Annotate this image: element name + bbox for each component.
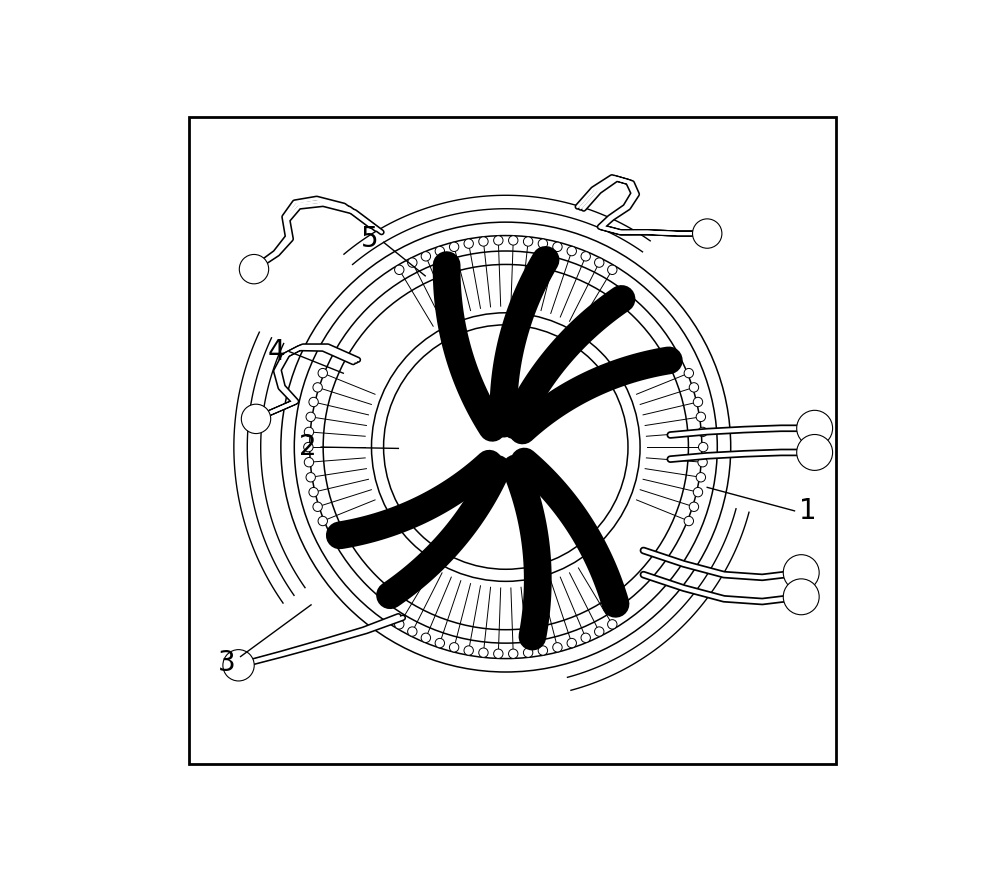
Circle shape	[581, 633, 590, 643]
Circle shape	[523, 648, 533, 657]
Circle shape	[696, 473, 706, 482]
Circle shape	[304, 458, 314, 467]
Circle shape	[395, 265, 404, 275]
Circle shape	[538, 646, 548, 655]
Circle shape	[689, 383, 699, 392]
Circle shape	[435, 638, 445, 648]
Circle shape	[684, 516, 694, 526]
Circle shape	[464, 646, 473, 655]
Circle shape	[306, 473, 315, 482]
Circle shape	[698, 442, 708, 452]
Circle shape	[313, 502, 322, 512]
Text: 1: 1	[799, 497, 817, 525]
Circle shape	[684, 369, 694, 378]
Circle shape	[408, 258, 417, 268]
Circle shape	[567, 638, 576, 648]
Circle shape	[523, 237, 533, 246]
Circle shape	[553, 242, 562, 251]
Circle shape	[783, 555, 819, 590]
Circle shape	[797, 434, 833, 470]
Circle shape	[567, 247, 576, 255]
Circle shape	[304, 427, 314, 437]
Circle shape	[608, 620, 617, 629]
Circle shape	[239, 255, 269, 283]
Text: 2: 2	[299, 433, 317, 461]
Circle shape	[318, 516, 327, 526]
Circle shape	[318, 369, 327, 378]
Circle shape	[698, 458, 707, 467]
Circle shape	[538, 239, 548, 249]
Circle shape	[304, 442, 313, 452]
Circle shape	[309, 487, 318, 497]
Circle shape	[693, 487, 703, 497]
Text: 3: 3	[218, 650, 236, 678]
Circle shape	[449, 242, 459, 251]
Circle shape	[306, 412, 315, 421]
Circle shape	[435, 247, 445, 255]
Circle shape	[693, 219, 722, 249]
Circle shape	[449, 643, 459, 652]
Circle shape	[395, 620, 404, 629]
Text: 4: 4	[267, 337, 285, 365]
Circle shape	[494, 649, 503, 658]
Circle shape	[698, 427, 707, 437]
Circle shape	[797, 411, 833, 446]
Circle shape	[479, 237, 488, 246]
Circle shape	[608, 265, 617, 275]
Circle shape	[479, 648, 488, 657]
Circle shape	[553, 643, 562, 652]
Circle shape	[696, 412, 706, 421]
Circle shape	[421, 633, 431, 643]
Circle shape	[241, 405, 271, 433]
Circle shape	[464, 239, 473, 249]
Circle shape	[581, 252, 590, 261]
Circle shape	[421, 252, 431, 261]
Circle shape	[309, 398, 318, 406]
Circle shape	[509, 649, 518, 658]
Text: 5: 5	[361, 225, 379, 253]
Circle shape	[783, 579, 819, 615]
Circle shape	[313, 383, 322, 392]
Circle shape	[223, 650, 254, 681]
Circle shape	[689, 502, 699, 512]
Circle shape	[595, 258, 604, 268]
Circle shape	[408, 627, 417, 637]
Circle shape	[494, 235, 503, 245]
Circle shape	[693, 398, 703, 406]
Circle shape	[595, 627, 604, 637]
Circle shape	[509, 235, 518, 245]
